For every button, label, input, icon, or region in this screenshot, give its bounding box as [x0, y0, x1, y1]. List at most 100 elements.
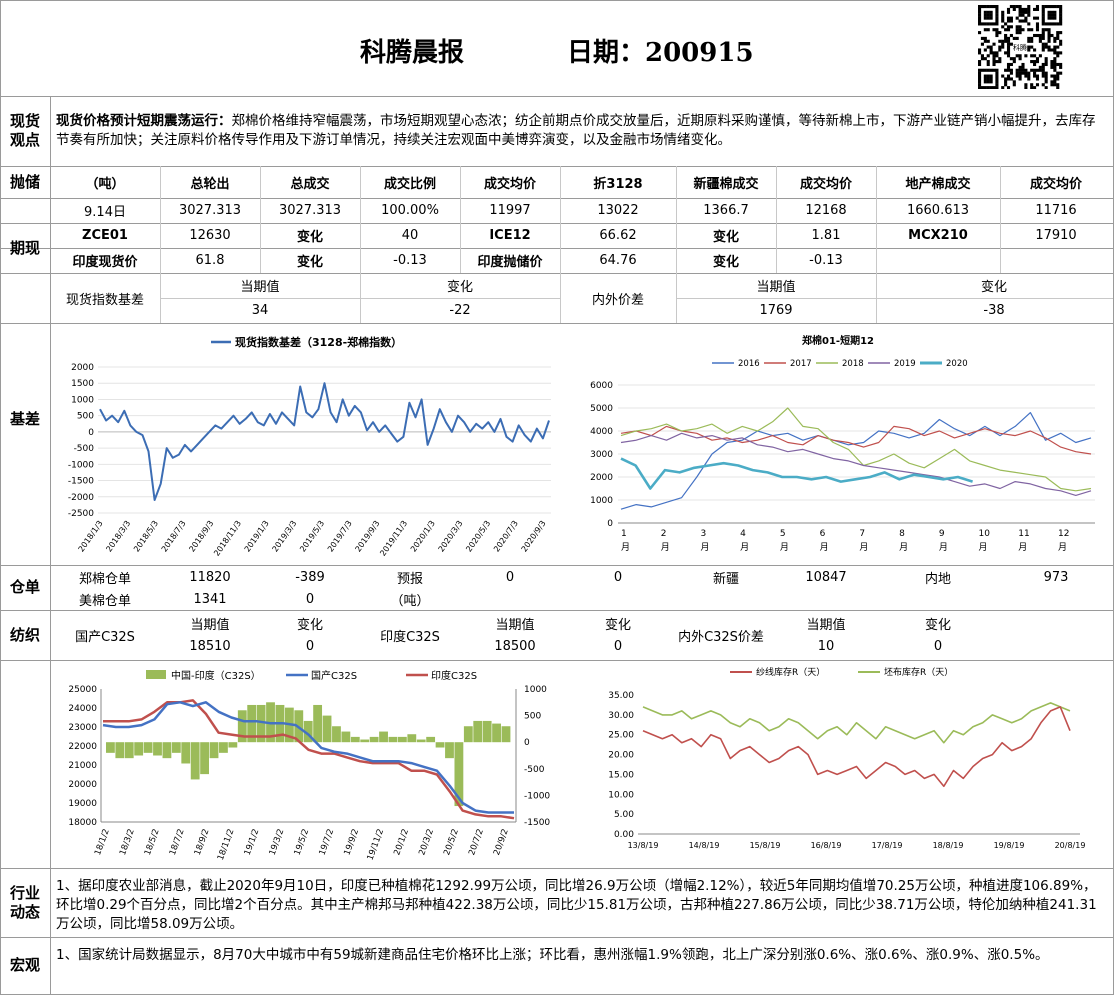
x-tick-label: 1 [621, 529, 627, 539]
bar [200, 742, 210, 775]
bar [106, 742, 115, 753]
bar [332, 726, 341, 743]
futures-r2-6: 变化 [712, 255, 739, 270]
futures-r2-7: -0.13 [809, 253, 843, 268]
x-tick-label: 2018/5/3 [132, 519, 160, 554]
x-tick-unit: 月 [700, 542, 709, 553]
y-tick-label: 20.00 [608, 751, 634, 761]
x-tick-label: 18/7/2 [168, 828, 187, 857]
basis-right-label: 内外价差 [591, 292, 644, 308]
x-tick-label: 2019/5/3 [298, 519, 326, 554]
basis-right-chg-header: 变化 [980, 280, 1007, 295]
y-right-tick: -1000 [524, 791, 550, 801]
y-tick-label: 5000 [590, 404, 613, 414]
y-tick-label: -1500 [68, 477, 94, 487]
y-tick-label: 1000 [71, 395, 94, 405]
bar [445, 742, 454, 759]
line-china-c32s [102, 701, 514, 814]
bar [171, 742, 181, 753]
x-tick-label: 2018/7/3 [160, 519, 188, 554]
y-tick-label: 2000 [590, 473, 613, 483]
basis-left-label: 现货指数基差 [65, 292, 144, 308]
label-spot: 现货 观点 [9, 112, 40, 149]
legend-0: 纱线库存R（天） [756, 666, 825, 678]
x-tick-label: 19/5/2 [293, 828, 312, 857]
storage-header-0: （吨） [85, 176, 125, 192]
bar [181, 742, 191, 764]
macro-news: 1、国家统计局数据显示，8月70大中城市中有59城新建商品住宅价格环比上涨；环比… [56, 947, 1049, 963]
bar [473, 720, 483, 743]
bar [219, 742, 228, 753]
storage-value-8: 1660.613 [906, 203, 970, 218]
label-textile: 纺织 [9, 625, 40, 644]
storage-header-8: 地产棉成交 [905, 176, 971, 192]
textile-b-chg: 0 [613, 638, 623, 654]
x-tick-label: 2019/1/3 [243, 519, 271, 554]
warehouse-r2-1: 1341 [193, 591, 227, 607]
qr-code: 科腾 [964, 5, 1076, 90]
bar [303, 720, 313, 743]
legend-1: 国产C32S [311, 669, 357, 682]
x-tick-unit: 月 [1018, 542, 1027, 553]
x-tick-label: 2018/9/3 [187, 519, 215, 554]
y-left-tick: 25000 [68, 685, 97, 695]
x-tick-label: 17/8/19 [872, 841, 903, 850]
bar [388, 736, 398, 743]
warehouse-r2-2: 0 [305, 591, 315, 607]
bar [247, 704, 257, 743]
futures-r2-0: 印度现货价 [72, 255, 138, 270]
y-left-tick: 20000 [68, 780, 97, 790]
textile-a-chg-header: 变化 [296, 617, 323, 633]
y-left-tick: 19000 [68, 799, 97, 809]
legend-0: 中国-印度（C32S） [171, 669, 261, 682]
bar [397, 736, 407, 743]
futures-r1-2: 变化 [296, 230, 323, 245]
storage-header-7: 成交均价 [799, 176, 852, 192]
textile-b-cur-header: 当期值 [495, 617, 535, 633]
storage-header-3: 成交比例 [383, 176, 436, 192]
storage-header-2: 总成交 [290, 176, 330, 192]
y-left-tick: 21000 [68, 761, 97, 771]
warehouse-r2-0: 美棉仓单 [78, 593, 131, 609]
bar [350, 736, 360, 743]
textile-a-cur-header: 当期值 [190, 617, 230, 633]
futures-r2-5: 64.76 [599, 253, 637, 268]
x-tick-label: 13/8/19 [628, 841, 659, 850]
bar [115, 742, 125, 759]
x-tick-label: 19/3/2 [268, 828, 287, 857]
y-tick-label: 4000 [590, 427, 613, 437]
y-left-tick: 18000 [68, 818, 97, 828]
industry-news: 1、据印度农业部消息，截止2020年9月10日，印度已种植棉花1292.99万公… [56, 878, 1097, 932]
x-tick-label: 2020/7/3 [492, 519, 520, 554]
futures-r1-6: 变化 [712, 230, 739, 245]
y-right-tick: -1500 [524, 818, 550, 828]
textile-a-cur: 18510 [189, 638, 231, 654]
futures-r1-9: 17910 [1035, 228, 1077, 243]
x-tick-label: 15/8/19 [750, 841, 781, 850]
legend-2019: 2019 [894, 359, 916, 369]
legend-2: 印度C32S [431, 669, 477, 682]
y-tick-label: 0 [88, 428, 94, 438]
warehouse-r1-2: -389 [295, 569, 325, 585]
line-fabric-inventory [642, 702, 1071, 744]
x-tick-unit: 月 [1058, 542, 1067, 553]
y-tick-label: 35.00 [608, 691, 634, 701]
futures-r2-3: -0.13 [393, 253, 427, 268]
bar [482, 720, 492, 743]
x-tick-label: 5 [780, 529, 786, 539]
storage-value-5: 13022 [597, 203, 639, 218]
x-tick-label: 18/8/19 [933, 841, 964, 850]
spot-view-paragraph: 现货价格预计短期震荡运行：郑棉价格维持窄幅震荡，市场短期观望心态浓；纺企前期点价… [56, 112, 1108, 150]
x-tick-label: 9 [939, 529, 945, 539]
x-tick-unit: 月 [899, 542, 908, 553]
basis-left-chg: -22 [449, 303, 471, 318]
futures-r1-7: 1.81 [811, 228, 841, 243]
x-tick-unit: 月 [859, 542, 868, 553]
bar [162, 742, 172, 759]
y-right-tick: -500 [524, 765, 545, 775]
basis-line [99, 382, 550, 501]
inventory-chart: 纱线库存R（天） 坯布库存R（天） 35.00 30.00 25.00 20.00 15.0… [608, 666, 1085, 850]
y-tick-label: 500 [77, 412, 94, 422]
x-tick-label: 7 [859, 529, 865, 539]
legend-swatch-0 [146, 670, 166, 679]
